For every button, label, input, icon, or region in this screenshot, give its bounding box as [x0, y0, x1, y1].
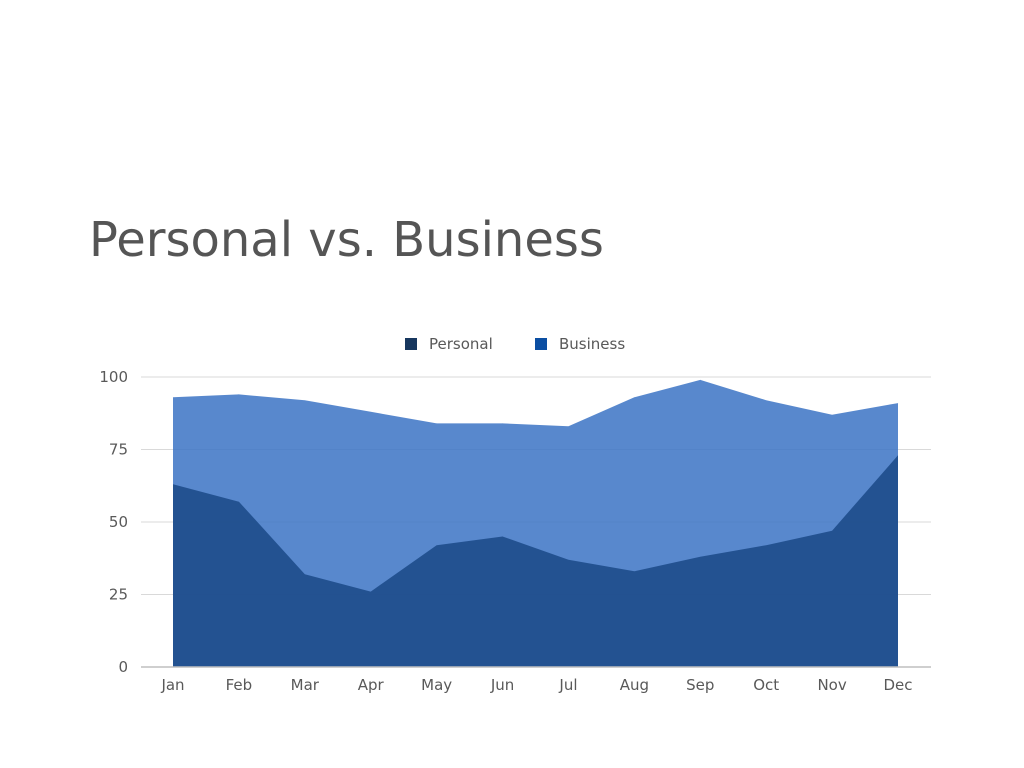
- chart-axes: 0 25 50 75 100 Jan Feb Mar Apr May Jun Jul Aug Sep Oct…: [99, 368, 931, 694]
- x-tick-label: Feb: [226, 676, 253, 694]
- x-tick-label: Jul: [558, 676, 577, 694]
- y-tick-label: 25: [109, 586, 128, 604]
- x-tick-label: Jan: [160, 676, 184, 694]
- x-tick-label: Aug: [620, 676, 649, 694]
- x-tick-label: Nov: [817, 676, 846, 694]
- chart-areas: [172, 379, 899, 667]
- x-tick-label: Dec: [883, 676, 912, 694]
- legend-swatch-business: [535, 338, 547, 350]
- x-tick-label: Sep: [686, 676, 714, 694]
- chart-legend: Personal Business: [405, 335, 625, 353]
- y-tick-label: 75: [109, 441, 128, 459]
- legend-label-business: Business: [559, 335, 625, 353]
- page-title: Personal vs. Business: [89, 212, 604, 268]
- y-tick-label: 100: [99, 368, 128, 386]
- legend-label-personal: Personal: [429, 335, 493, 353]
- x-tick-label: Mar: [291, 676, 320, 694]
- area-personal: [173, 455, 898, 667]
- x-tick-label: May: [421, 676, 452, 694]
- legend-swatch-personal: [405, 338, 417, 350]
- x-tick-label: Jun: [490, 676, 514, 694]
- y-tick-label: 0: [118, 658, 128, 676]
- x-tick-label: Oct: [753, 676, 779, 694]
- y-tick-label: 50: [109, 513, 128, 531]
- x-tick-label: Apr: [358, 676, 385, 694]
